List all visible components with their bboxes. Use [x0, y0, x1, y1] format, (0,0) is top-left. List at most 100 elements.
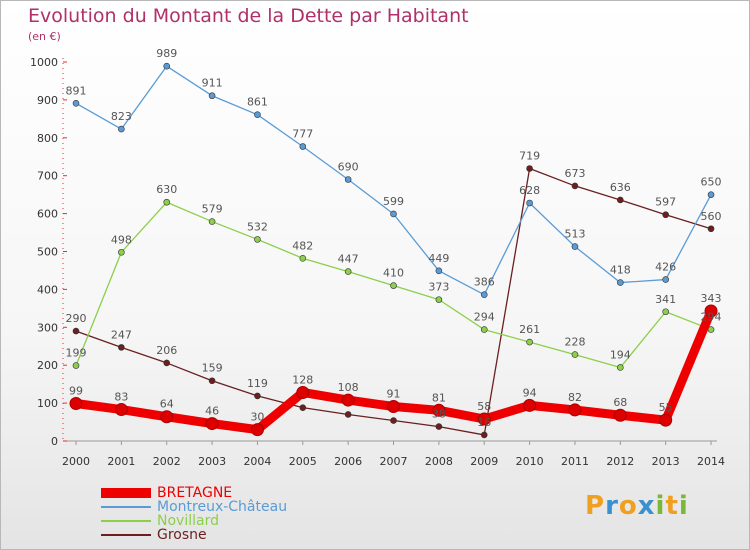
data-label-montreux-ch-teau: 599 [383, 195, 404, 208]
point-bretagne [613, 408, 627, 422]
data-label-novillard: 447 [338, 253, 359, 266]
data-label-grosne: 673 [564, 167, 585, 180]
point-grosne [707, 225, 715, 233]
legend-swatch [101, 506, 151, 508]
data-label-montreux-ch-teau: 823 [111, 110, 132, 123]
point-montreux-ch-teau [72, 100, 80, 107]
x-tick-label: 2011 [561, 455, 589, 468]
y-tick-label: 400 [37, 283, 58, 296]
data-label-bretagne: 83 [114, 391, 128, 404]
data-label-bretagne: 91 [387, 388, 401, 401]
legend-label: Novillard [157, 513, 219, 529]
legend-label: Montreux-Château [157, 499, 288, 515]
data-label-bretagne: 99 [69, 384, 83, 397]
point-bretagne [659, 413, 673, 427]
point-montreux-ch-teau [390, 210, 397, 218]
point-novillard [344, 268, 352, 275]
legend-label: BRETAGNE [157, 485, 233, 501]
point-montreux-ch-teau [254, 111, 261, 118]
logo-letter: P [585, 491, 606, 521]
point-montreux-ch-teau [163, 62, 171, 70]
point-grosne [435, 423, 443, 430]
data-label-novillard: 294 [701, 311, 722, 324]
data-label-grosne: 597 [655, 196, 676, 209]
data-label-novillard: 194 [610, 348, 631, 361]
data-label-bretagne: 81 [432, 391, 446, 404]
line-chart: 0 100 200 300 400 500 600 700 800 900 1000 2000 2001… [30, 47, 725, 468]
data-label-montreux-ch-teau: 426 [655, 261, 676, 274]
logo-letter: i [655, 491, 666, 521]
point-bretagne [341, 393, 355, 407]
data-label-novillard: 341 [655, 293, 676, 306]
data-label-novillard: 410 [383, 267, 404, 280]
y-unit-label: (en €) [28, 30, 61, 43]
x-tick-label: 2000 [62, 455, 90, 468]
data-label-bretagne: 30 [250, 411, 264, 424]
y-tick-label: 200 [37, 359, 58, 372]
data-label-montreux-ch-teau: 513 [564, 228, 585, 241]
logo-letter: i [678, 491, 689, 521]
data-label-montreux-ch-teau: 690 [338, 160, 359, 173]
legend-label: Grosne [157, 527, 207, 543]
point-novillard [617, 364, 624, 371]
y-tick-label: 900 [37, 94, 58, 107]
data-label-grosne: 560 [701, 210, 722, 223]
y-tick-label: 700 [37, 170, 58, 183]
point-novillard [208, 218, 216, 225]
chart-title: Evolution du Montant de la Dette par Hab… [28, 5, 469, 27]
point-novillard [118, 248, 125, 256]
data-label-bretagne: 82 [568, 391, 582, 404]
logo-letter: r [605, 491, 619, 521]
data-label-grosne: 16 [477, 416, 491, 429]
data-label-montreux-ch-teau: 386 [474, 276, 495, 289]
point-montreux-ch-teau [526, 199, 533, 207]
data-label-grosne: 159 [202, 362, 223, 375]
data-label-novillard: 482 [292, 239, 313, 252]
y-tick-label: 600 [37, 208, 58, 221]
data-label-montreux-ch-teau: 777 [292, 128, 313, 141]
x-tick-label: 2013 [652, 455, 680, 468]
legend-item-grosne: Grosne [101, 527, 287, 543]
data-label-montreux-ch-teau: 911 [202, 77, 223, 90]
data-label-grosne: 290 [66, 312, 87, 325]
data-label-montreux-ch-teau: 628 [519, 184, 540, 197]
y-tick-label: 800 [37, 132, 58, 145]
point-bretagne [387, 400, 401, 414]
point-grosne [118, 344, 125, 351]
data-label-bretagne: 128 [292, 373, 313, 386]
point-grosne [163, 359, 171, 367]
point-grosne [208, 377, 216, 385]
point-grosne [72, 327, 80, 335]
x-tick-label: 2005 [289, 455, 317, 468]
data-label-grosne: 719 [519, 149, 540, 162]
data-label-novillard: 294 [474, 311, 495, 324]
data-label-grosne: 38 [432, 408, 446, 421]
point-montreux-ch-teau [344, 176, 352, 183]
point-bretagne [296, 385, 310, 399]
data-label-grosne: 247 [111, 328, 132, 341]
point-bretagne [523, 398, 537, 412]
legend-swatch [101, 488, 151, 498]
legend-item-montreux-ch-teau: Montreux-Château [101, 499, 288, 515]
data-label-montreux-ch-teau: 861 [247, 96, 268, 109]
data-label-grosne: 119 [247, 377, 268, 390]
point-novillard [163, 198, 171, 206]
data-label-novillard: 498 [111, 233, 132, 246]
x-tick-label: 2008 [425, 455, 453, 468]
point-grosne [299, 404, 307, 411]
point-montreux-ch-teau [435, 267, 443, 275]
point-grosne [344, 411, 352, 418]
x-tick-label: 2001 [107, 455, 135, 468]
y-tick-label: 1000 [30, 56, 58, 69]
x-tick-label: 2012 [606, 455, 634, 468]
point-montreux-ch-teau [617, 279, 624, 286]
data-label-novillard: 228 [564, 336, 585, 349]
logo-letter: t [665, 491, 679, 521]
point-novillard [526, 338, 533, 346]
proxiti-logo: Proxiti [585, 491, 689, 521]
legend-item-novillard: Novillard [101, 513, 287, 529]
x-tick-label: 2002 [153, 455, 181, 468]
logo-letter: x [637, 491, 656, 521]
legend-item-bretagne: BRETAGNE [101, 485, 287, 501]
data-label-grosne: 206 [156, 344, 177, 357]
